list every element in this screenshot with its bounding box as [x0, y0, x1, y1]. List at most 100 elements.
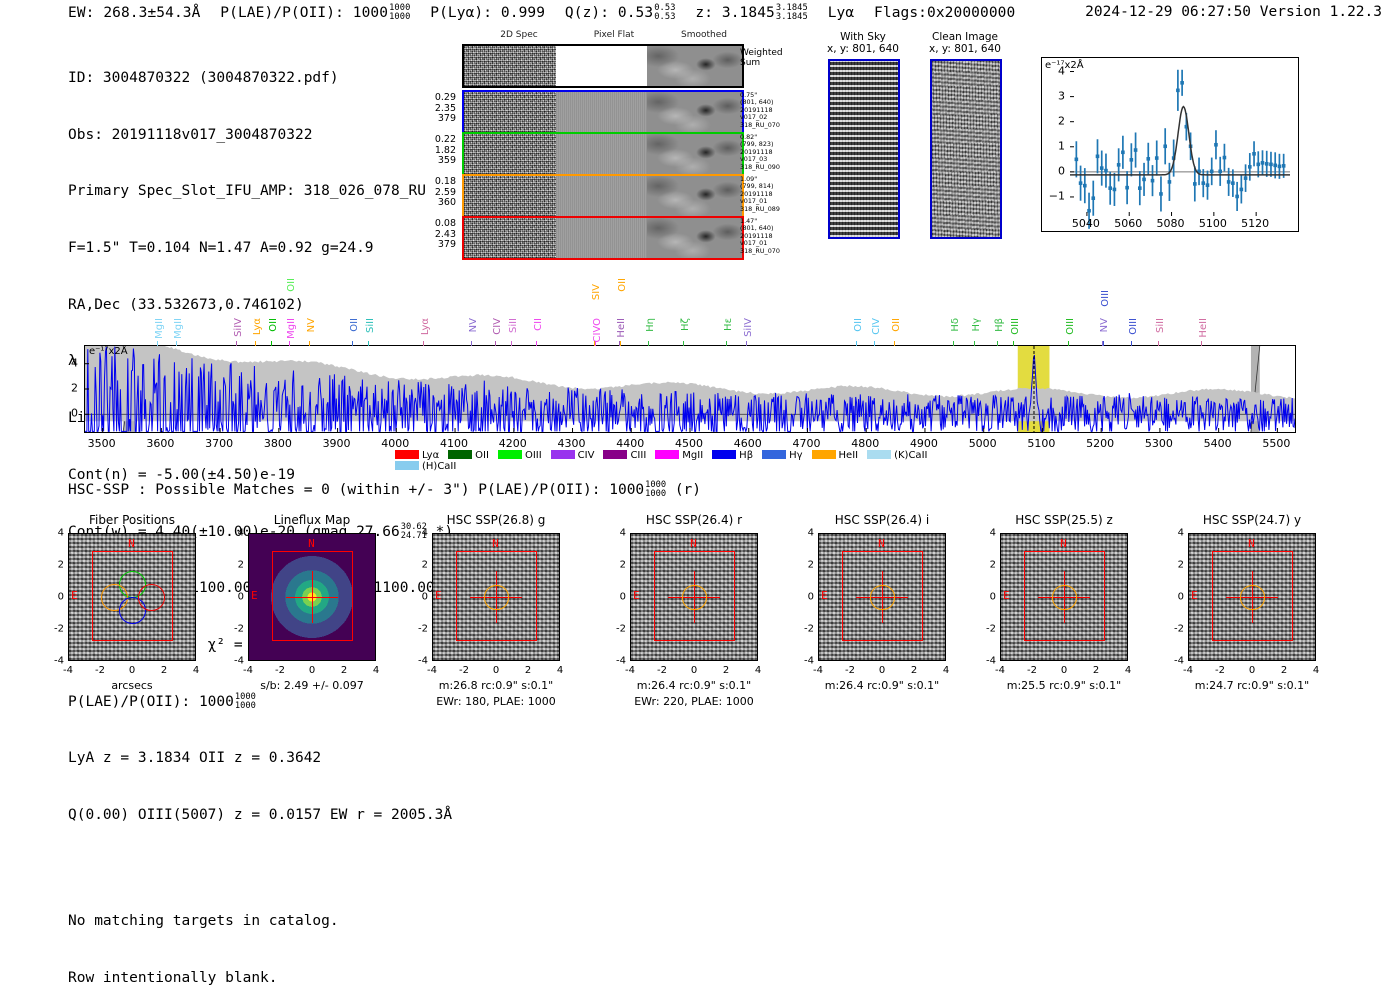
cutout-image[interactable] [818, 533, 946, 661]
emission-line-tick [683, 341, 684, 346]
cutout-caption: m:26.4 rc:0.9" s:0.1" [824, 679, 940, 692]
info-redshifts: LyA z = 3.1834 OII z = 0.3642 [68, 750, 322, 767]
orientation-north: N [690, 537, 697, 550]
legend-swatch [867, 450, 892, 459]
spec2d-cell-pixelflat [555, 92, 648, 132]
emission-line-label: Hη [645, 318, 656, 332]
full-spectrum-svg [85, 346, 1295, 432]
spec2d-left-value: 359 [437, 155, 456, 167]
cutout-image[interactable] [630, 533, 758, 661]
full-spectrum-xtick: 4400 [616, 437, 645, 450]
center-crosshair-h [286, 597, 338, 598]
cutout-xtick: 4 [942, 665, 950, 676]
emission-line-tick [1102, 341, 1103, 346]
emission-line-tick [856, 341, 857, 346]
cutout-ytick: 4 [619, 527, 626, 539]
header-plae-label: P(LAE)/P(OII): [220, 4, 344, 21]
cutout-ytick: 4 [421, 527, 428, 539]
header-plae-value: 1000 [352, 4, 389, 21]
spec2d-fiber-strip [462, 90, 744, 134]
emission-line-label: SiIV [743, 318, 754, 337]
info-qline: Q(0.00) OIII(5007) z = 0.0157 EW r = 200… [68, 807, 453, 824]
report-timestamp-block: 2024-12-29 06:27:50 Version 1.22.3 [1085, 4, 1382, 20]
hscssp-frac-lo: 1000 [645, 488, 667, 499]
spec2d-left-value: 2.35 [434, 102, 456, 114]
cutout-xtick: -4 [1183, 665, 1193, 676]
emission-line-tick [726, 341, 727, 346]
thumbnail-name: Clean Image [931, 31, 999, 43]
emission-line-tick [1131, 341, 1132, 346]
emission-line-tick [874, 341, 875, 346]
legend-label: OIII [524, 450, 542, 461]
emission-line-label: OII [349, 318, 360, 332]
cutout-title: Fiber Positions [88, 513, 176, 527]
cutout-xtick: 2 [340, 665, 348, 676]
spec2d-left-value: 360 [437, 197, 456, 209]
legend-label: Hβ [739, 450, 754, 461]
cutout-ytick: 0 [237, 591, 244, 603]
spec2d-cell-smoothed [647, 134, 742, 174]
emission-line-label: SiIV [233, 318, 244, 337]
cutout-ytick: 2 [989, 559, 996, 571]
thumbnail-name: With Sky [840, 31, 886, 43]
spec2d-right-metadata-line: 318_RU_070 [740, 120, 780, 129]
cutout-ytick: -2 [1174, 623, 1184, 635]
legend-item: Lyα [395, 450, 439, 461]
legend-swatch [655, 450, 680, 459]
spec2d-left-values: 0.08 2.43 379 [424, 218, 456, 251]
emission-line-tick [1158, 341, 1159, 346]
aperture-circle [1240, 585, 1265, 610]
cutout-caption: m:24.7 rc:0.9" s:0.1" [1194, 679, 1310, 692]
header-line-name: Lyα [827, 4, 855, 21]
spec2d-left-values: 0.29 2.35 379 [424, 92, 456, 125]
cutout-title: HSC SSP(26.4) r [645, 513, 743, 527]
emission-line-tick [157, 341, 158, 346]
emission-line-label: Hδ [950, 318, 961, 332]
info-cont-w-lo: 24.71 [400, 530, 427, 541]
emission-line-label: OII [853, 318, 864, 332]
clean-image [930, 59, 1002, 239]
spec2d-cell-pixelflat [555, 46, 648, 86]
cutout-xtick: 2 [1092, 665, 1100, 676]
legend-swatch [550, 450, 575, 459]
orientation-north: N [308, 537, 315, 550]
emission-line-label: Hε [723, 318, 734, 331]
cutout-region-box [1024, 550, 1105, 641]
emission-line-tick [511, 341, 512, 346]
cutout-xtick: -2 [845, 665, 855, 676]
emission-line-tick [271, 341, 272, 346]
line-fit-xtick: 5040 [1071, 217, 1100, 230]
cutout-ytick: 2 [57, 559, 64, 571]
legend-label: (H)CaII [422, 461, 457, 472]
cutout-xtick: 4 [192, 665, 200, 676]
cutout-xtick: -4 [995, 665, 1005, 676]
emission-line-label: SIV [591, 284, 602, 301]
emission-line-tick [746, 341, 747, 346]
spec2d-fiber-strip [462, 216, 744, 260]
cutout-caption: m:25.5 rc:0.9" s:0.1" [1006, 679, 1122, 692]
spec2d-right-metadata: 0.75" (801, 640) 20191118 v017_02 318_RU_070 [740, 91, 780, 129]
cutout-xtick: 4 [754, 665, 762, 676]
thumbnail-coords: x, y: 801, 640 [827, 43, 899, 55]
cutout-xtick: 0 [690, 665, 698, 676]
info-obs: Obs: 20191118v017_3004870322 [68, 126, 313, 143]
full-spectrum-xtick: 4300 [557, 437, 586, 450]
cutout-xtick: -4 [625, 665, 635, 676]
full-spectrum-xtick: 5200 [1086, 437, 1115, 450]
emission-line-label: OII [617, 278, 628, 292]
emission-line-label: OII [268, 318, 279, 332]
cutout-ytick: 2 [619, 559, 626, 571]
cutout-region-box [1212, 550, 1293, 641]
spec2d-right-metadata-line: 318_RU_090 [740, 162, 780, 171]
info-plae-label: P(LAE)/P(OII): 1000 [68, 693, 234, 710]
cutout-xtick: 2 [1280, 665, 1288, 676]
cutout-title: HSC SSP(24.7) y [1202, 513, 1302, 527]
emission-line-label: OIII [1065, 318, 1076, 335]
spec2d-cell-smoothed [647, 176, 742, 216]
spec2d-cell-2dspec [464, 92, 556, 132]
cutout-ytick: 0 [619, 591, 626, 603]
spec2d-right-metadata-line: (799, 814) [740, 182, 774, 191]
spec2d-fiber-strip [462, 174, 744, 218]
spec2d-left-value: 0.18 [434, 176, 456, 187]
legend-swatch [762, 450, 787, 459]
